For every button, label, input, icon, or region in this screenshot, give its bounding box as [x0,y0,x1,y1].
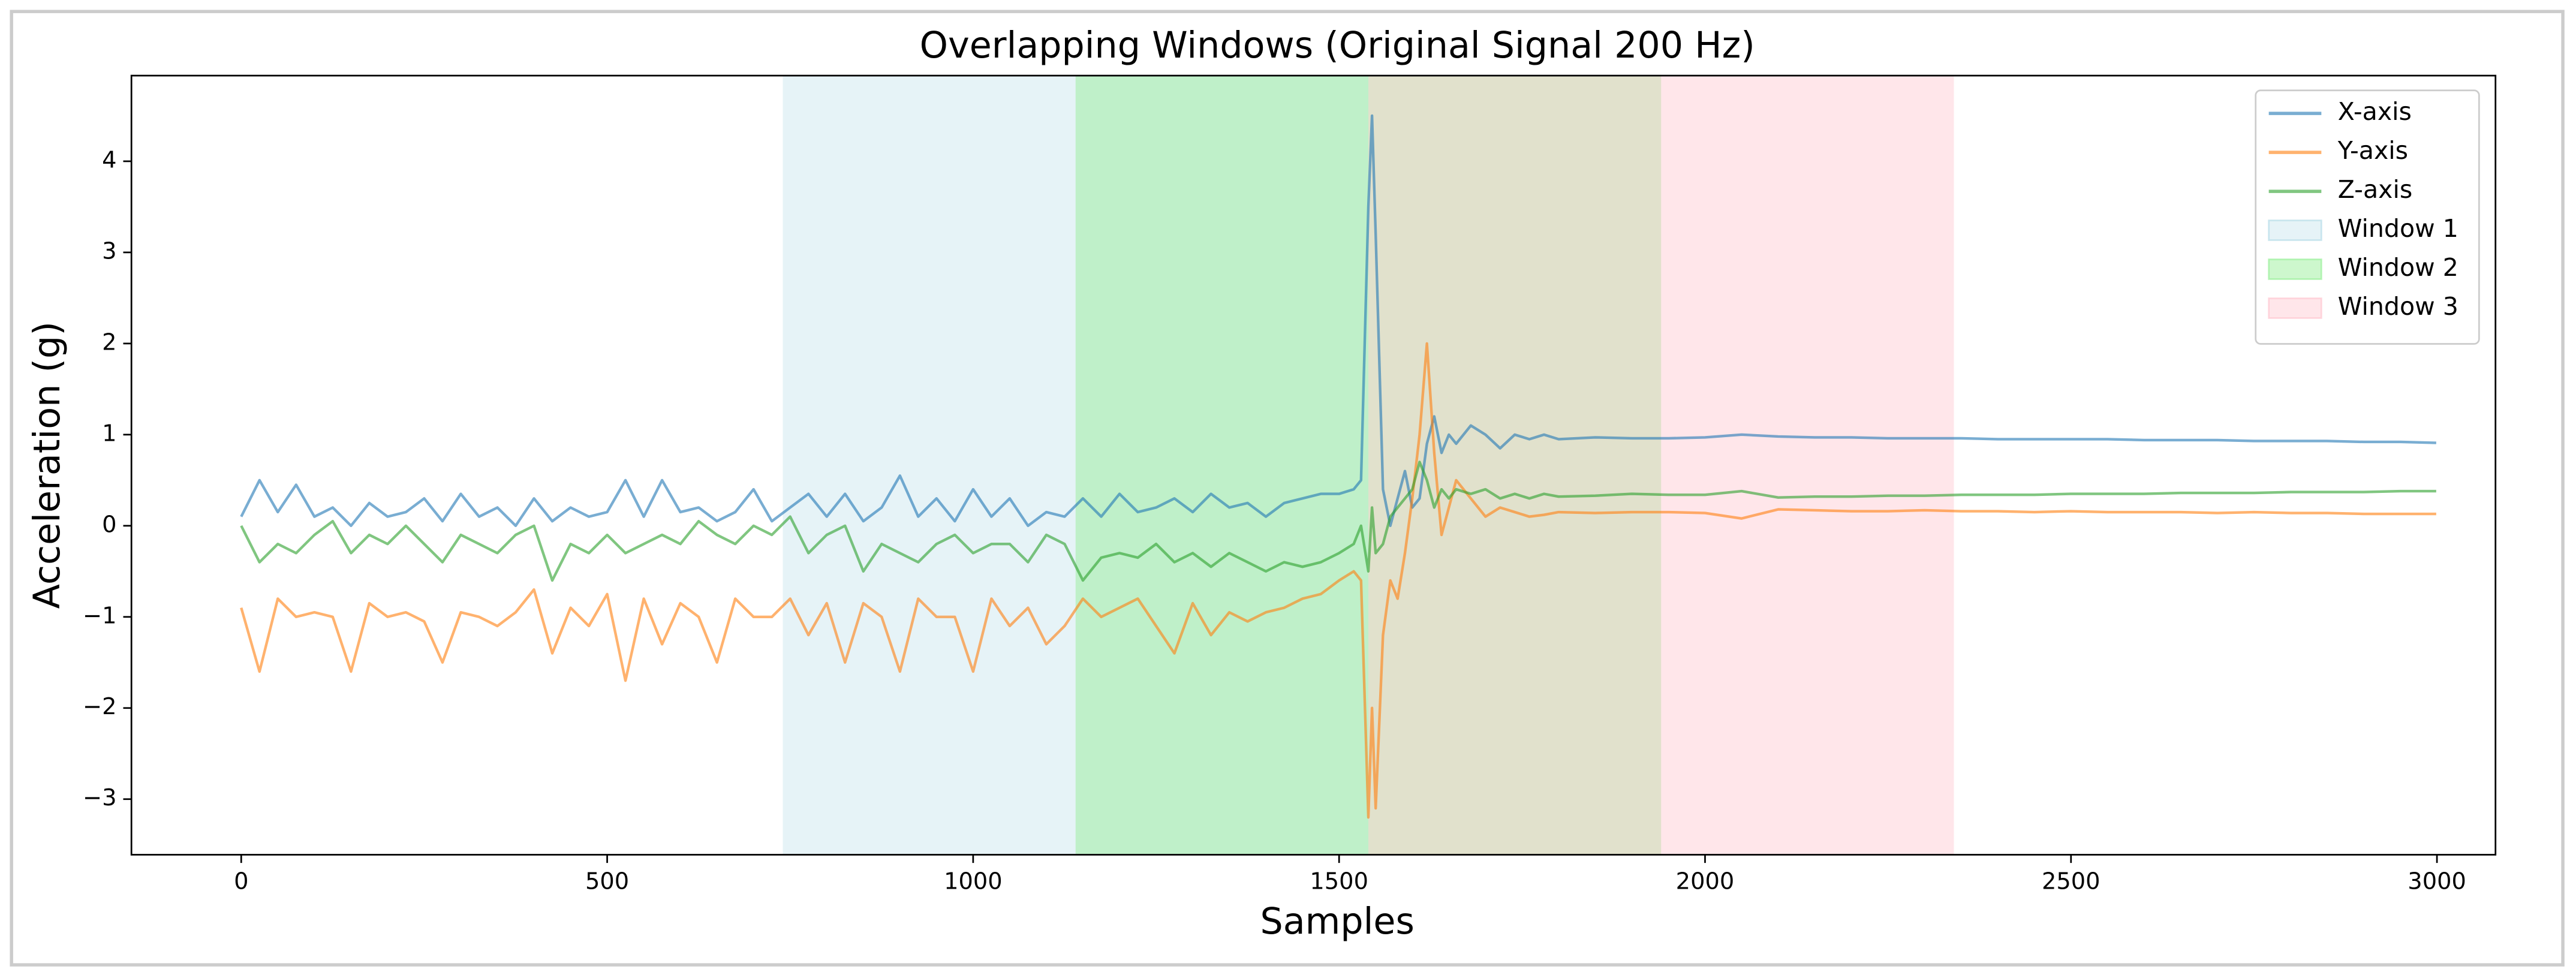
legend-label: Window 1 [2338,214,2458,243]
y-tick-label: 1 [102,420,116,447]
x-tick-label: 1000 [944,868,1003,895]
x-tick-label: 2000 [1676,868,1735,895]
x-tick-label: 2500 [2042,868,2100,895]
y-tick-label: −3 [83,784,117,811]
legend-label: Window 2 [2338,253,2458,282]
legend-label: Y-axis [2337,136,2408,165]
y-tick-label: 4 [102,146,116,173]
plot-frame [130,74,2497,856]
y-axis-label: Acceleration (g) [26,321,68,609]
legend-patch [2268,219,2322,241]
x-tick-label: 0 [234,868,248,895]
x-tick-label: 3000 [2408,868,2466,895]
window-span [1368,76,1954,855]
plot-area [240,76,2436,855]
x-axis-label: Samples [1260,901,1415,943]
y-tick-label: −2 [83,693,117,720]
figure-frame [10,10,2565,967]
legend-label: Z-axis [2338,175,2413,204]
x-tick-label: 500 [585,868,629,895]
series-line [240,342,2436,819]
legend-patch [2268,297,2322,319]
legend-label: Window 3 [2338,292,2458,321]
y-tick-label: 3 [102,237,116,264]
chart-title: Overlapping Windows (Original Signal 200… [920,25,1755,67]
window-span [783,76,1369,855]
series-line [240,461,2436,582]
x-tick-label: 1500 [1310,868,1368,895]
y-tick-label: −1 [83,602,117,629]
y-tick-label: 2 [102,329,116,356]
legend-label: X-axis [2338,97,2412,126]
series-line [240,114,2436,528]
legend-patch [2268,258,2322,280]
y-tick-label: 0 [102,511,116,538]
